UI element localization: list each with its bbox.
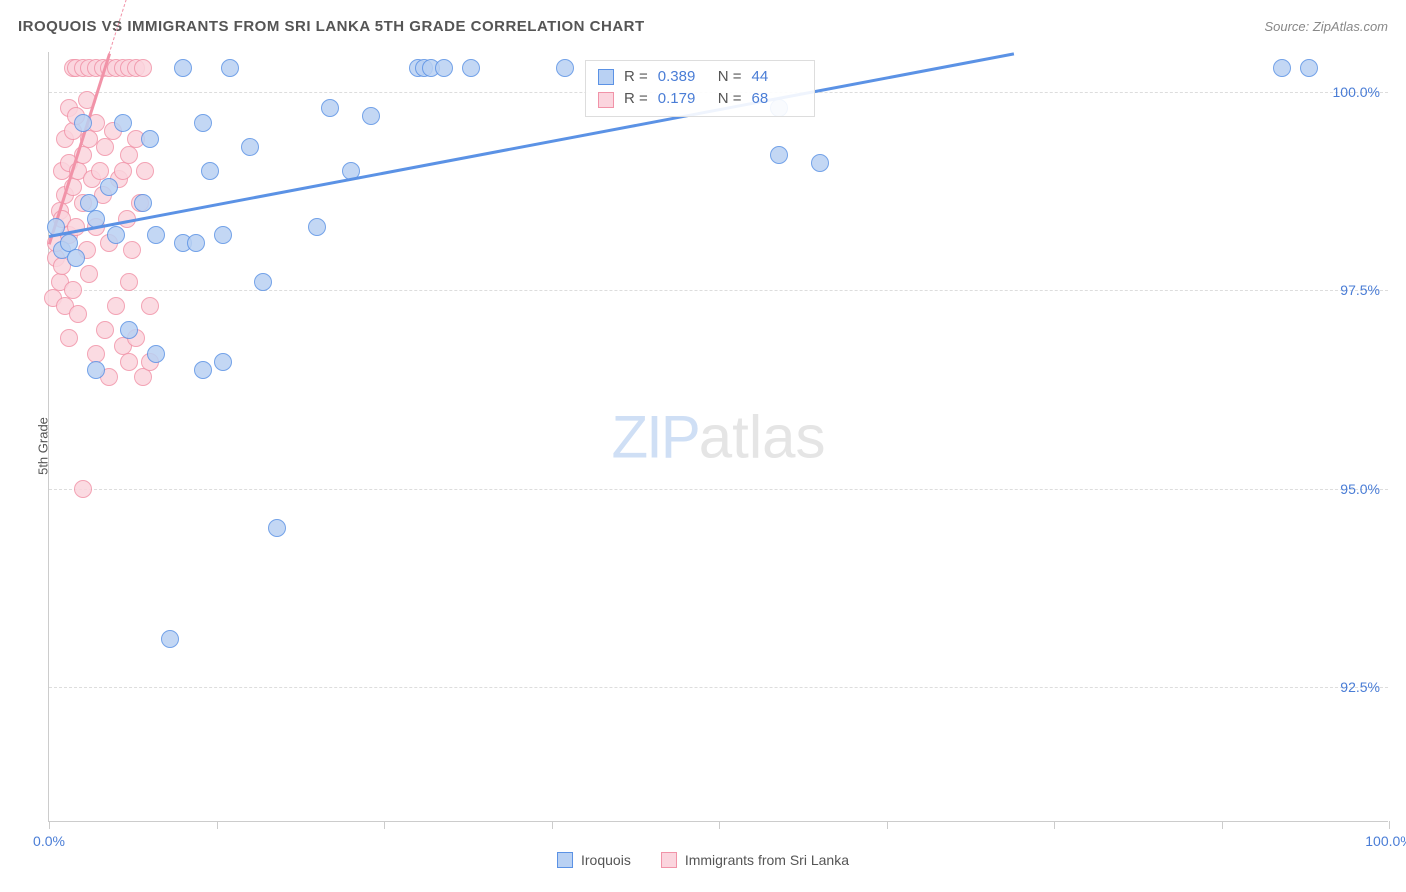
marker-iroquois bbox=[221, 59, 239, 77]
marker-srilanka bbox=[96, 138, 114, 156]
stat-n-label: N = bbox=[718, 88, 742, 111]
marker-iroquois bbox=[114, 114, 132, 132]
stat-swatch bbox=[598, 69, 614, 85]
y-tick-label: 92.5% bbox=[1340, 679, 1380, 695]
trend-line-iroquois bbox=[49, 52, 1014, 237]
marker-iroquois bbox=[147, 345, 165, 363]
marker-srilanka bbox=[123, 241, 141, 259]
x-tick-label: 100.0% bbox=[1365, 833, 1406, 849]
legend-label-iroquois: Iroquois bbox=[581, 852, 631, 868]
x-tick bbox=[719, 821, 720, 829]
x-tick bbox=[1222, 821, 1223, 829]
x-tick bbox=[887, 821, 888, 829]
marker-srilanka bbox=[120, 146, 138, 164]
stat-r-value: 0.179 bbox=[658, 88, 708, 111]
watermark-zip: ZIP bbox=[611, 403, 698, 470]
x-tick-label: 0.0% bbox=[33, 833, 65, 849]
marker-iroquois bbox=[214, 353, 232, 371]
marker-iroquois bbox=[174, 59, 192, 77]
marker-iroquois bbox=[462, 59, 480, 77]
gridline bbox=[49, 687, 1388, 688]
marker-iroquois bbox=[194, 361, 212, 379]
marker-iroquois bbox=[268, 519, 286, 537]
stat-r-label: R = bbox=[624, 66, 648, 89]
stat-swatch bbox=[598, 92, 614, 108]
stat-r-label: R = bbox=[624, 88, 648, 111]
watermark: ZIPatlas bbox=[611, 402, 825, 471]
gridline bbox=[49, 290, 1388, 291]
marker-iroquois bbox=[201, 162, 219, 180]
marker-srilanka bbox=[64, 281, 82, 299]
marker-iroquois bbox=[161, 630, 179, 648]
marker-iroquois bbox=[1273, 59, 1291, 77]
marker-iroquois bbox=[254, 273, 272, 291]
marker-iroquois bbox=[120, 321, 138, 339]
plot-area: ZIPatlas 92.5%95.0%97.5%100.0%0.0%100.0%… bbox=[48, 52, 1388, 822]
marker-iroquois bbox=[107, 226, 125, 244]
marker-iroquois bbox=[362, 107, 380, 125]
chart-title: IROQUOIS VS IMMIGRANTS FROM SRI LANKA 5T… bbox=[18, 18, 645, 35]
chart-header: IROQUOIS VS IMMIGRANTS FROM SRI LANKA 5T… bbox=[18, 18, 1388, 35]
marker-iroquois bbox=[194, 114, 212, 132]
marker-srilanka bbox=[141, 297, 159, 315]
marker-srilanka bbox=[114, 162, 132, 180]
stat-box: R = 0.389 N = 44 R = 0.179 N = 68 bbox=[585, 60, 815, 117]
marker-srilanka bbox=[120, 273, 138, 291]
y-tick-label: 100.0% bbox=[1333, 84, 1380, 100]
marker-srilanka bbox=[134, 59, 152, 77]
x-tick bbox=[552, 821, 553, 829]
marker-iroquois bbox=[87, 361, 105, 379]
stat-row-iroquois: R = 0.389 N = 44 bbox=[598, 66, 802, 89]
legend-swatch-srilanka bbox=[661, 852, 677, 868]
marker-iroquois bbox=[1300, 59, 1318, 77]
marker-iroquois bbox=[321, 99, 339, 117]
marker-srilanka bbox=[120, 353, 138, 371]
legend-label-srilanka: Immigrants from Sri Lanka bbox=[685, 852, 849, 868]
marker-iroquois bbox=[67, 249, 85, 267]
marker-iroquois bbox=[134, 194, 152, 212]
x-tick bbox=[384, 821, 385, 829]
stat-n-value: 44 bbox=[752, 66, 802, 89]
marker-iroquois bbox=[241, 138, 259, 156]
stat-row-srilanka: R = 0.179 N = 68 bbox=[598, 88, 802, 111]
stat-r-value: 0.389 bbox=[658, 66, 708, 89]
marker-srilanka bbox=[80, 265, 98, 283]
marker-iroquois bbox=[141, 130, 159, 148]
x-tick bbox=[49, 821, 50, 829]
marker-iroquois bbox=[214, 226, 232, 244]
marker-srilanka bbox=[134, 368, 152, 386]
x-tick bbox=[217, 821, 218, 829]
y-tick-label: 95.0% bbox=[1340, 481, 1380, 497]
marker-srilanka bbox=[60, 329, 78, 347]
marker-srilanka bbox=[74, 480, 92, 498]
marker-iroquois bbox=[74, 114, 92, 132]
watermark-atlas: atlas bbox=[699, 403, 826, 470]
marker-srilanka bbox=[107, 297, 125, 315]
legend-swatch-iroquois bbox=[557, 852, 573, 868]
x-tick bbox=[1054, 821, 1055, 829]
y-tick-label: 97.5% bbox=[1340, 282, 1380, 298]
marker-iroquois bbox=[435, 59, 453, 77]
marker-iroquois bbox=[187, 234, 205, 252]
legend: Iroquois Immigrants from Sri Lanka bbox=[557, 852, 849, 868]
stat-n-label: N = bbox=[718, 66, 742, 89]
marker-iroquois bbox=[556, 59, 574, 77]
chart-source: Source: ZipAtlas.com bbox=[1264, 19, 1388, 34]
gridline bbox=[49, 489, 1388, 490]
marker-iroquois bbox=[100, 178, 118, 196]
stat-n-value: 68 bbox=[752, 88, 802, 111]
marker-iroquois bbox=[770, 146, 788, 164]
marker-iroquois bbox=[811, 154, 829, 172]
marker-iroquois bbox=[147, 226, 165, 244]
x-tick bbox=[1389, 821, 1390, 829]
legend-item-iroquois: Iroquois bbox=[557, 852, 631, 868]
marker-iroquois bbox=[308, 218, 326, 236]
marker-srilanka bbox=[69, 305, 87, 323]
marker-srilanka bbox=[96, 321, 114, 339]
marker-srilanka bbox=[136, 162, 154, 180]
legend-item-srilanka: Immigrants from Sri Lanka bbox=[661, 852, 849, 868]
